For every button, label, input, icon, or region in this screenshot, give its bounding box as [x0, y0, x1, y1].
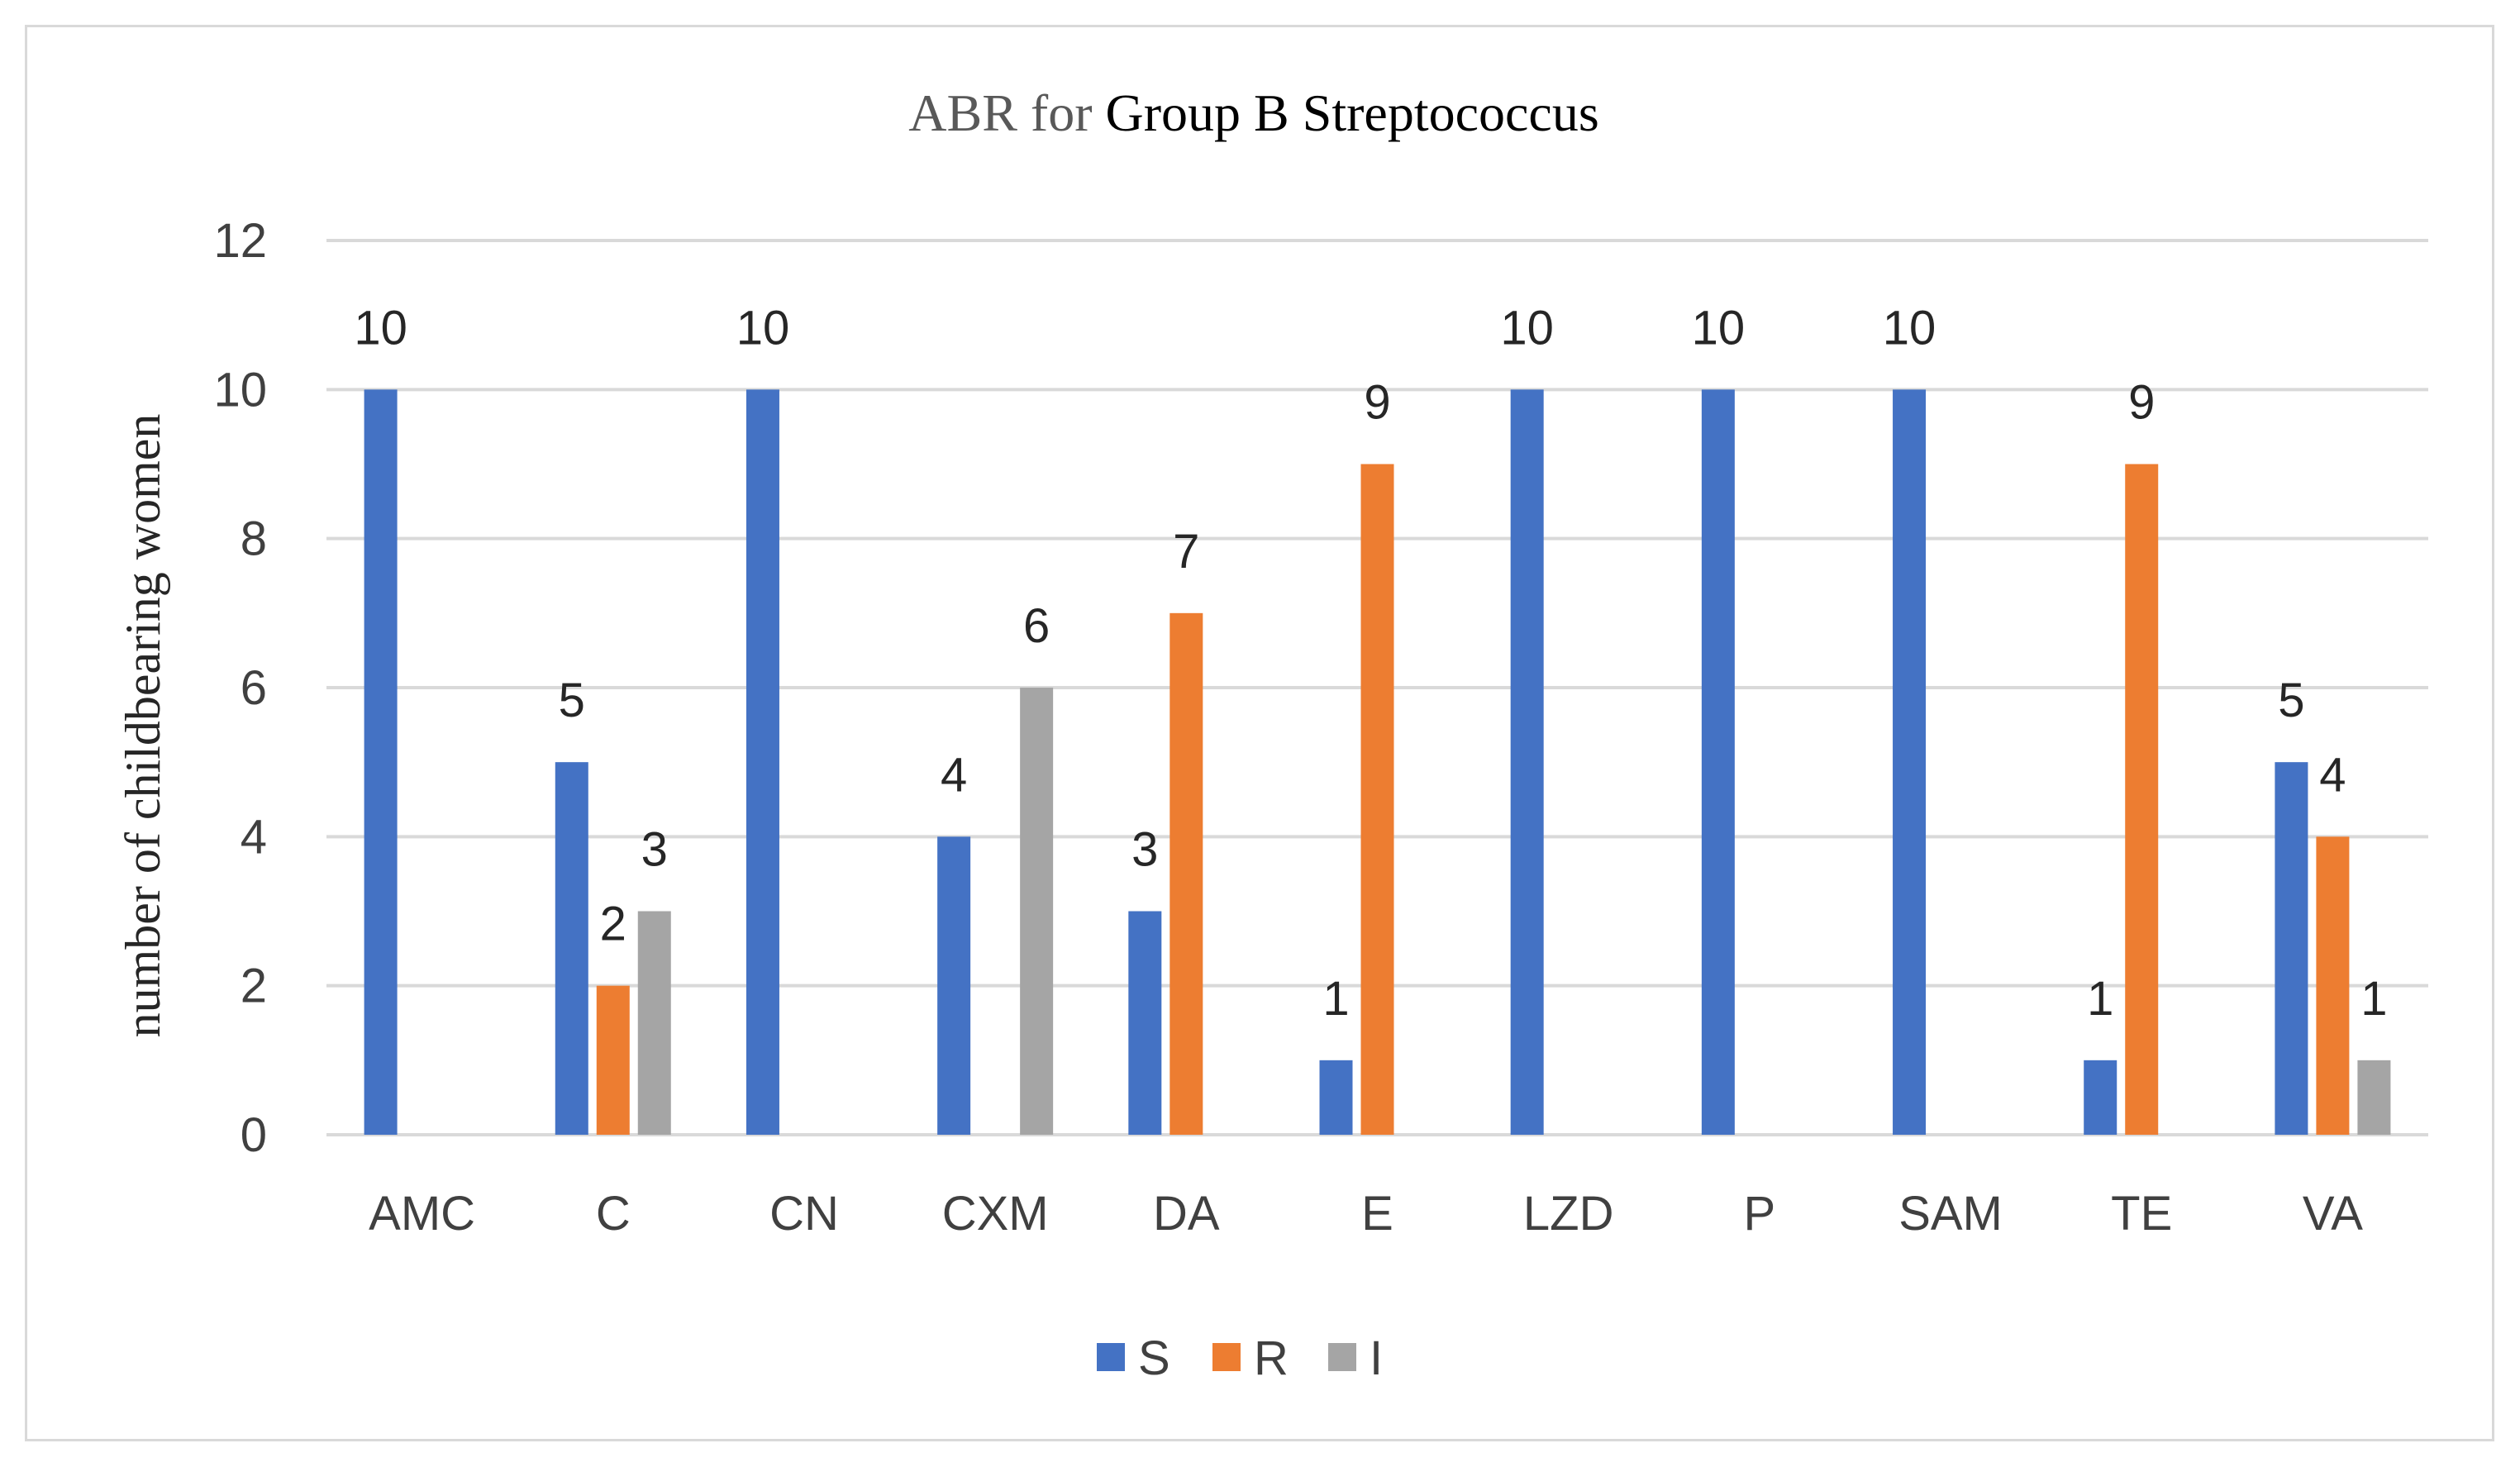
- data-label: 4: [941, 748, 967, 802]
- data-label: 2: [600, 898, 626, 951]
- chart-title-main: Group B Streptococcus: [1106, 83, 1599, 142]
- y-axis-label: number of childbearing women: [116, 414, 170, 1038]
- legend-label-R: R: [1254, 1331, 1289, 1385]
- x-tick-label: SAM: [1898, 1187, 2003, 1241]
- bar-S-E: [1319, 1060, 1353, 1135]
- x-axis-ticks: AMC C CN CXM DA E LZD P SAM TE VA: [369, 1187, 2363, 1241]
- x-tick-label: E: [1361, 1187, 1393, 1241]
- bar-I-CXM: [1020, 688, 1054, 1135]
- x-tick-label: AMC: [369, 1187, 475, 1241]
- y-tick-label: 2: [241, 960, 267, 1013]
- bars: [364, 389, 2391, 1135]
- data-label: 10: [1692, 301, 1746, 355]
- data-label: 5: [559, 674, 585, 727]
- data-label: 10: [1500, 301, 1554, 355]
- bar-S-VA: [2275, 762, 2308, 1135]
- y-tick-label: 4: [241, 810, 267, 864]
- bar-S-LZD: [1510, 389, 1544, 1135]
- y-tick-label: 6: [241, 661, 267, 715]
- data-label: 7: [1173, 525, 1199, 579]
- data-label: 10: [354, 301, 407, 355]
- y-axis-ticks: 0 2 4 6 8 10 12: [213, 214, 267, 1162]
- data-label: 10: [1883, 301, 1936, 355]
- y-tick-label: 12: [213, 214, 267, 268]
- data-label: 10: [736, 301, 790, 355]
- bar-S-C: [555, 762, 588, 1135]
- x-tick-label: CXM: [942, 1187, 1049, 1241]
- bar-S-DA: [1128, 911, 1162, 1135]
- x-tick-label: P: [1744, 1187, 1776, 1241]
- x-tick-label: LZD: [1523, 1187, 1614, 1241]
- bar-I-VA: [2357, 1060, 2391, 1135]
- data-label: 9: [1364, 376, 1390, 430]
- bar-S-P: [1701, 389, 1735, 1135]
- x-tick-label: VA: [2303, 1187, 2363, 1241]
- data-label: 9: [2128, 376, 2155, 430]
- chart-frame: ABR for Group B Streptococcus number of …: [25, 25, 2494, 1441]
- bar-S-CN: [746, 389, 779, 1135]
- bar-S-SAM: [1893, 389, 1927, 1135]
- data-label: 4: [2319, 748, 2346, 802]
- y-tick-label: 8: [241, 512, 267, 566]
- bar-R-TE: [2125, 464, 2159, 1135]
- chart-canvas: ABR for Group B Streptococcus number of …: [116, 83, 2428, 1385]
- legend-swatch-I: [1328, 1343, 1356, 1371]
- data-label: 1: [2360, 972, 2387, 1026]
- x-tick-label: CN: [769, 1187, 839, 1241]
- bar-R-VA: [2316, 836, 2350, 1135]
- legend-swatch-R: [1212, 1343, 1241, 1371]
- bar-I-C: [637, 911, 671, 1135]
- bar-S-TE: [2084, 1060, 2117, 1135]
- bar-S-AMC: [364, 389, 398, 1135]
- x-tick-label: DA: [1153, 1187, 1220, 1241]
- chart-title: ABR for Group B Streptococcus: [908, 83, 1598, 142]
- data-label: 3: [1131, 823, 1158, 877]
- x-tick-label: TE: [2111, 1187, 2172, 1241]
- legend-label-I: I: [1370, 1331, 1383, 1385]
- y-tick-label: 10: [213, 363, 267, 417]
- data-label: 1: [2087, 972, 2113, 1026]
- y-tick-label: 0: [241, 1108, 267, 1162]
- legend-label-S: S: [1138, 1331, 1170, 1385]
- data-label: 6: [1023, 599, 1050, 653]
- data-label: 3: [641, 823, 668, 877]
- bar-R-C: [596, 985, 630, 1135]
- chart-title-prefix: ABR for: [908, 83, 1105, 142]
- bar-R-DA: [1169, 612, 1203, 1135]
- bar-R-E: [1360, 464, 1394, 1135]
- legend-swatch-S: [1097, 1343, 1125, 1371]
- bar-S-CXM: [937, 836, 971, 1135]
- data-label: 5: [2278, 674, 2304, 727]
- x-tick-label: C: [596, 1187, 631, 1241]
- data-label: 1: [1322, 972, 1349, 1026]
